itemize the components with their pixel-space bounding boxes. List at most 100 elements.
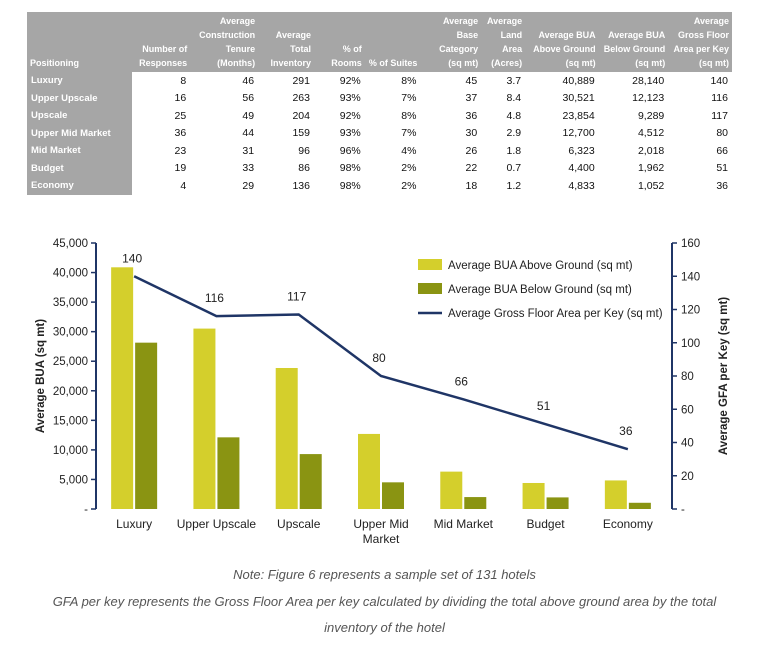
table-cell: 37 [465,92,478,105]
column-header: Average Construction Tenure (Months) [190,12,259,72]
table-cell: 23 [174,144,187,157]
table-cell: 92% [339,109,361,122]
table-cell: 159 [292,127,310,140]
right-tick-label: 20 [681,471,694,483]
left-tick-label: 40,000 [53,268,88,280]
table-cell: 23,854 [562,109,595,122]
table-cell: 12,700 [562,127,595,140]
bar-below-ground [546,497,569,509]
chart-labels: Luxury Upper Upscale Upscale Upper MidMarke… [116,251,653,546]
row-label: Luxury [27,72,133,90]
table-cell: 30,521 [562,92,595,105]
category-label: Luxury [116,517,152,531]
table-row: Upscale 25 49 204 92% 8% 36 4.8 23,854 9,289 117 [27,107,732,125]
table-cell: 98% [339,162,361,175]
row-label: Economy [27,177,133,195]
table-cell: 86 [298,162,310,175]
category-label: Economy [603,517,653,531]
column-header: Average Land Area (Acres) [481,12,526,72]
table-cell: 140 [710,74,728,87]
table-cell: 2% [401,179,417,192]
column-header: % of Suites [364,12,421,72]
table-body: Luxury 8 46 291 92% 8% 45 3.7 40,889 28,140 140 Upp… [27,72,732,195]
table-cell: 40,889 [562,74,595,87]
table-cell: 31 [242,144,255,157]
left-tick-label: 30,000 [53,327,88,339]
column-header: Average Total Inventory [258,12,314,72]
column-header: Average BUA Above Ground (sq mt) [525,12,599,72]
left-tick-label: 20,000 [53,386,88,398]
table-cell: 36 [716,179,728,192]
chart-gfa-line [133,275,629,451]
table-cell: 36 [465,109,478,122]
table-cell: 0.7 [506,162,522,175]
table-cell: 1,962 [637,162,665,175]
table-cell: 56 [242,92,255,105]
table-cell: 66 [716,144,728,157]
table-cell: 26 [465,144,478,157]
legend-entry: Average BUA Above Ground (sq mt) [448,260,633,272]
category-label: Upscale [277,517,321,531]
gfa-series-line [133,275,629,451]
table-cell: 2% [401,162,417,175]
bar-below-ground [628,502,651,509]
column-header: Positioning [27,12,133,72]
table-cell: 22 [465,162,478,175]
category-label: Upper Upscale [177,517,257,531]
table-cell: 8% [401,74,417,87]
table-header-row: Positioning Number of Responses Average Co… [27,12,732,72]
left-tick-label: 35,000 [53,297,88,309]
table-cell: 96% [339,144,361,157]
bar-below-ground [464,497,487,509]
table-cell: 98% [339,179,361,192]
left-tick-label: 45,000 [53,238,88,250]
legend-swatch [418,259,442,270]
table-cell: 80 [716,127,728,140]
gfa-data-label: 66 [455,374,469,388]
legend-swatch [418,283,442,294]
left-tick-label: 10,000 [53,445,88,457]
bar-above-ground [358,433,380,509]
chart-bars [111,267,651,509]
table-cell: 6,323 [568,144,595,157]
table-cell: 45 [465,74,478,87]
bar-above-ground [111,267,134,509]
bar-above-ground [522,482,545,509]
table-cell: 4,400 [568,162,595,175]
gfa-data-label: 51 [537,399,551,413]
gfa-data-label: 116 [205,291,224,305]
column-header: Average BUA Below Ground (sq mt) [598,12,669,72]
table-cell: 93% [339,127,361,140]
right-tick-label: 100 [681,338,700,350]
right-axis-title: Average GFA per Key (sq mt) [718,297,730,455]
gfa-data-label: 36 [619,424,633,438]
table-cell: 291 [292,74,310,87]
bar-below-ground [217,437,240,509]
table-row: Upper Mid Market 36 44 159 93% 7% 30 2.9 12,700 4… [27,124,732,142]
right-tick-label: 160 [681,238,700,250]
table-cell: 19 [174,162,187,175]
bar-above-ground [275,367,298,509]
table-cell: 9,289 [637,109,665,122]
table-cell: 12,123 [632,92,665,105]
column-header: % of Rooms [313,12,365,72]
column-header: Number of Responses [132,12,191,72]
table-cell: 116 [711,92,728,105]
bar-below-ground [299,454,322,509]
right-tick-label: 80 [681,371,694,383]
table-cell: 136 [292,179,310,192]
table-cell: 117 [711,109,728,122]
table-cell: 4,833 [568,179,595,192]
gfa-data-label: 117 [287,289,306,303]
table-cell: 49 [242,109,255,122]
table-cell: 3.7 [506,74,522,87]
right-tick-label: 40 [681,438,694,450]
table-cell: 8 [180,74,187,87]
table-cell: 4.8 [506,109,522,122]
table-cell: 28,140 [632,74,665,87]
chart-legend: Average BUA Above Ground (sq mt) Average … [418,259,663,320]
left-tick-label: - [84,504,88,516]
right-tick-label: - [681,504,685,516]
bar-below-ground [135,342,158,509]
gfa-data-label: 80 [372,351,386,365]
